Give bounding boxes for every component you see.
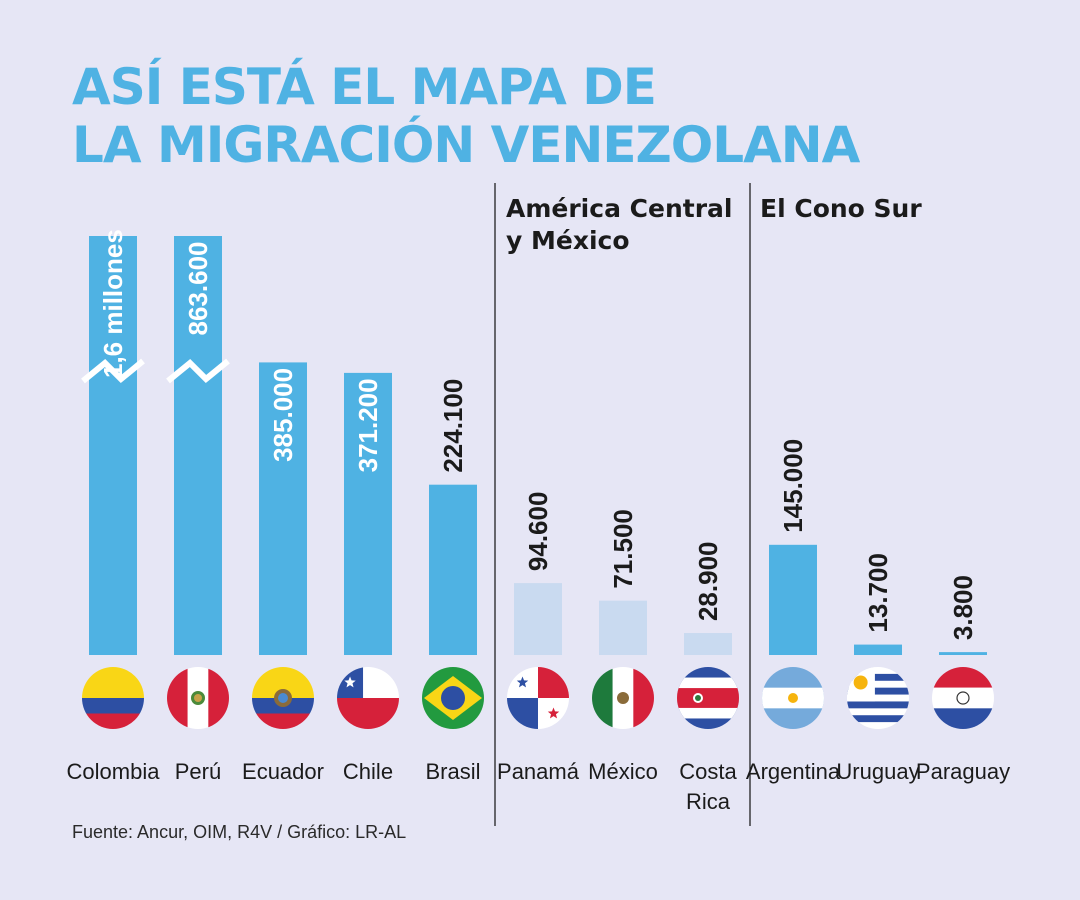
value-label-panama: 94.600 [523, 492, 553, 572]
value-label-mexico: 71.500 [608, 509, 638, 589]
costa-rica-flag-icon [677, 667, 739, 729]
value-label-ecuador: 385.000 [268, 368, 298, 462]
group-title-southern-cone: El Cono Sur [760, 193, 922, 225]
category-label-mexico: México [588, 759, 658, 784]
category-label-chile: Chile [343, 759, 393, 784]
axis-break-peru [166, 358, 230, 384]
value-label-paraguay: 3.800 [948, 575, 978, 640]
bar-chile [344, 372, 392, 655]
chile-flag-icon [337, 667, 399, 729]
value-label-costa-rica: 28.900 [693, 542, 723, 622]
uruguay-flag-icon [847, 667, 909, 729]
bar-panama [514, 583, 562, 655]
bar-mexico [599, 600, 647, 655]
chart-title-line-2: LA MIGRACIÓN VENEZOLANA [72, 116, 860, 174]
paraguay-flag-icon [932, 667, 994, 729]
value-label-uruguay: 13.700 [863, 553, 893, 633]
category-label-uruguay: Uruguay [836, 759, 919, 784]
group-title-southern-cone-line-1: El Cono Sur [760, 194, 922, 223]
value-label-peru: 863.600 [183, 242, 213, 336]
group-title-central-america-line-1: América Central [506, 194, 733, 223]
peru-flag-icon [167, 667, 229, 729]
category-label-paraguay: Paraguay [916, 759, 1010, 784]
group-title-central-america-line-2: y México [506, 226, 630, 255]
ecuador-flag-icon [252, 667, 314, 729]
category-label-costa-rica-line-2: Rica [686, 789, 731, 814]
bar-paraguay [939, 652, 987, 655]
brazil-flag-icon [422, 667, 484, 729]
bar-ecuador [259, 362, 307, 655]
bar-colombia [89, 236, 137, 655]
source-note: Fuente: Ancur, OIM, R4V / Gráfico: LR-AL [72, 822, 407, 842]
panama-flag-icon [507, 667, 569, 729]
bar-peru [174, 236, 222, 655]
argentina-flag-icon [762, 667, 824, 729]
colombia-flag-icon [82, 667, 144, 729]
chart-title: ASÍ ESTÁ EL MAPA DE LA MIGRACIÓN VENEZOL… [72, 58, 860, 174]
bar-costa-rica [684, 633, 732, 655]
axis-break-colombia [81, 358, 145, 384]
category-label-costa-rica-line-1: Costa [679, 759, 737, 784]
value-label-argentina: 145.000 [778, 439, 808, 533]
bar-argentina [769, 544, 817, 655]
category-label-brasil: Brasil [425, 759, 480, 784]
value-label-colombia: 1,6 millones [98, 229, 128, 378]
mexico-flag-icon [592, 667, 654, 729]
category-label-ecuador: Ecuador [242, 759, 324, 784]
chart-title-line-1: ASÍ ESTÁ EL MAPA DE [72, 58, 657, 116]
category-label-panama: Panamá [497, 759, 580, 784]
category-label-peru: Perú [175, 759, 221, 784]
bar-brasil [429, 484, 477, 655]
value-label-chile: 371.200 [353, 378, 383, 472]
group-title-central-america: América Central y México [506, 193, 732, 257]
bar-uruguay [854, 644, 902, 655]
category-label-colombia: Colombia [67, 759, 161, 784]
value-label-brasil: 224.100 [438, 379, 468, 473]
category-label-argentina: Argentina [746, 759, 841, 784]
